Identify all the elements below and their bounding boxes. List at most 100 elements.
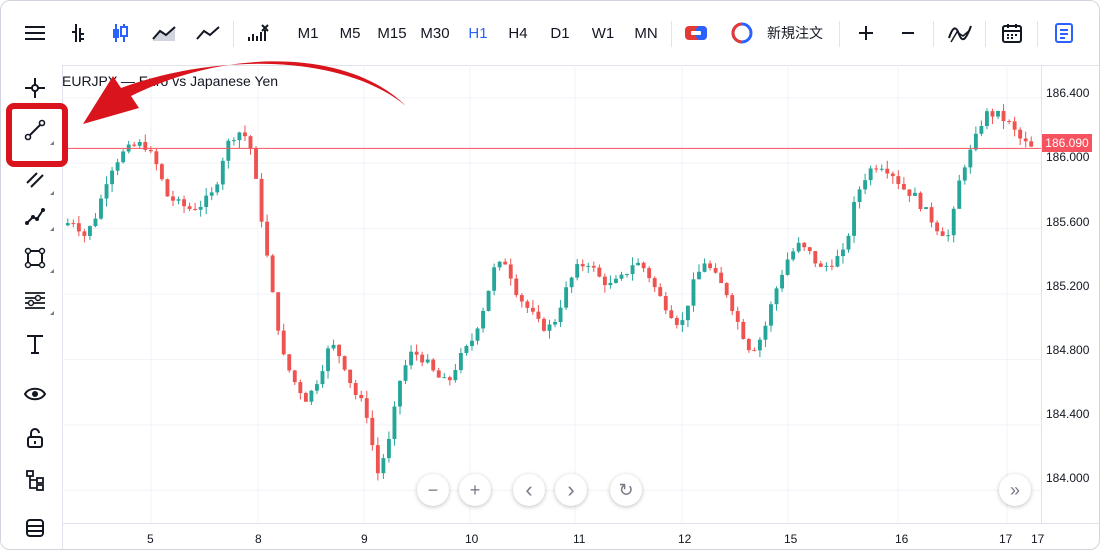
menu-icon[interactable]: [21, 17, 51, 49]
candle-body: [569, 277, 574, 288]
price-label: 185.200: [1046, 279, 1090, 293]
bar-chart-icon[interactable]: [65, 17, 95, 49]
timeframe-w1[interactable]: W1: [591, 24, 615, 42]
toolbar-divider: [985, 21, 986, 47]
area-chart-icon[interactable]: [147, 17, 181, 49]
candle-body: [746, 339, 751, 351]
candle-body: [486, 290, 491, 311]
scroll-to-realtime-button[interactable]: »: [999, 474, 1031, 506]
candle-body: [1012, 121, 1017, 130]
candle-body: [470, 340, 474, 346]
candle-body: [464, 345, 469, 353]
candle-body: [481, 310, 485, 329]
time-label: 17: [1031, 532, 1045, 546]
candle-body: [525, 301, 530, 308]
candlestick-icon[interactable]: [105, 17, 135, 49]
toolbar-divider: [233, 21, 234, 47]
trend-line-icon[interactable]: [14, 113, 56, 147]
price-chart[interactable]: [62, 65, 1041, 523]
eye-icon[interactable]: [14, 377, 56, 411]
timeframe-m30[interactable]: M30: [420, 24, 450, 42]
candle-body: [996, 110, 1000, 117]
candle-body: [702, 263, 707, 272]
candle-body: [215, 184, 220, 193]
crosshair-icon[interactable]: [14, 71, 56, 105]
candle-body: [708, 263, 713, 269]
candle-body: [375, 445, 380, 474]
current-price-badge: 186.090: [1042, 134, 1092, 152]
candle-body: [458, 352, 463, 371]
candle-body: [76, 223, 81, 232]
candle-body: [492, 267, 497, 291]
candle-body: [414, 351, 419, 355]
fib-icon[interactable]: [14, 283, 56, 317]
zoom-in-button[interactable]: +: [459, 474, 491, 506]
candle-body: [348, 369, 353, 384]
zoom-out-button[interactable]: −: [417, 474, 449, 506]
candle-body: [951, 208, 956, 236]
one-click-trading-icon[interactable]: [681, 17, 711, 49]
candle-body: [1023, 138, 1028, 142]
scroll-left-button[interactable]: ‹: [513, 474, 545, 506]
candle-body: [841, 249, 845, 257]
candle-body: [342, 356, 347, 370]
price-label: 185.600: [1046, 215, 1090, 229]
timeframe-m15[interactable]: M15: [377, 24, 407, 42]
candle-body: [929, 207, 934, 223]
time-axis[interactable]: [62, 523, 1099, 549]
candle-body: [829, 265, 834, 267]
candle-body: [303, 393, 308, 402]
candle-body: [968, 149, 973, 168]
candle-body: [973, 133, 978, 150]
indicator-icon[interactable]: [243, 17, 273, 49]
candle-body: [110, 170, 115, 185]
candle-body: [442, 377, 447, 379]
candle-body: [542, 318, 546, 331]
candle-body: [503, 261, 508, 265]
candle-body: [409, 351, 414, 366]
timeframe-m5[interactable]: M5: [339, 24, 361, 42]
zoom-out-icon[interactable]: [893, 17, 923, 49]
object-tree-icon[interactable]: [14, 463, 56, 497]
candle-body: [259, 178, 264, 222]
pointer-arrow: [83, 61, 406, 124]
timeframe-h1[interactable]: H1: [468, 24, 488, 42]
candle-body: [71, 223, 76, 225]
candle-body: [154, 151, 159, 165]
scroll-right-button[interactable]: ›: [555, 474, 587, 506]
highlight-box: [6, 103, 68, 167]
calendar-icon[interactable]: [997, 17, 1027, 49]
new-order-button[interactable]: 新規注文: [767, 25, 823, 41]
reset-chart-button[interactable]: ↻: [610, 474, 642, 506]
candle-body: [331, 344, 336, 349]
indicators-icon[interactable]: [943, 17, 977, 49]
multi-line-icon[interactable]: [14, 163, 56, 197]
new-order-icon[interactable]: [729, 17, 755, 49]
timeframe-h4[interactable]: H4: [508, 24, 528, 42]
trash-icon[interactable]: [14, 511, 56, 545]
candle-body: [281, 330, 286, 355]
candle-body: [137, 142, 142, 146]
path-icon[interactable]: [14, 199, 56, 233]
timeframe-m1[interactable]: M1: [297, 24, 319, 42]
text-icon[interactable]: [14, 327, 56, 361]
candle-body: [924, 207, 928, 209]
candle-body: [337, 344, 342, 357]
rectangle-icon[interactable]: [14, 241, 56, 275]
toolbar-divider: [671, 21, 672, 47]
candle-body: [82, 231, 87, 236]
candle-body: [265, 221, 270, 256]
price-axis[interactable]: [1041, 65, 1099, 523]
notes-icon[interactable]: [1049, 17, 1079, 49]
timeframe-d1[interactable]: D1: [550, 24, 570, 42]
candle-body: [553, 321, 557, 325]
candle-body: [791, 251, 796, 260]
candle-body: [879, 168, 884, 170]
line-chart-icon[interactable]: [191, 17, 225, 49]
candle-body: [630, 265, 635, 274]
timeframe-mn[interactable]: MN: [634, 24, 658, 42]
candle-body: [785, 259, 790, 275]
zoom-in-icon[interactable]: [851, 17, 881, 49]
lock-icon[interactable]: [14, 421, 56, 455]
candle-body: [846, 235, 851, 250]
